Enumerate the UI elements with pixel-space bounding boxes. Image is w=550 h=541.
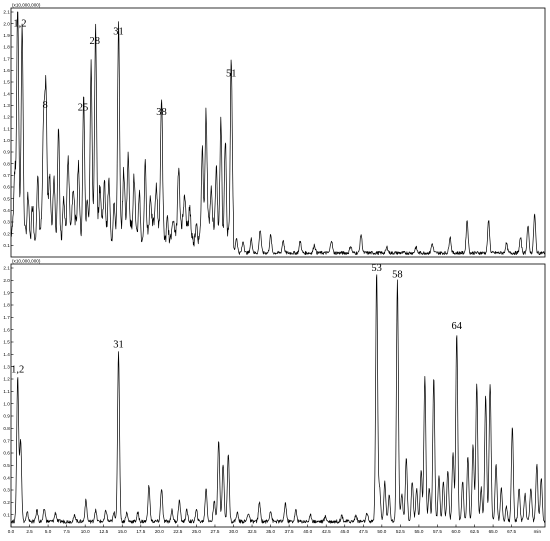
x-tick-label: 5.0 — [45, 529, 52, 534]
chromatogram-trace — [10, 11, 546, 256]
peak-label: 38 — [156, 107, 167, 118]
y-tick-label: 1.7 — [3, 56, 10, 61]
x-tick-label: 60.0 — [452, 529, 461, 534]
y-scale-label: (x10,000,000) — [12, 259, 41, 264]
x-tick-label: 67.5 — [507, 529, 516, 534]
y-tick-label: 0.1 — [3, 512, 10, 517]
y-tick-label: 1.5 — [3, 80, 10, 85]
y-tick-label: 1.3 — [3, 364, 10, 369]
x-tick-label: 37.5 — [285, 529, 294, 534]
y-tick-label: 0.6 — [3, 451, 10, 456]
y-tick-label: 0.8 — [3, 161, 10, 166]
y-tick-label: 0.1 — [3, 243, 10, 248]
y-tick-label: 1.3 — [3, 103, 10, 108]
y-tick-label: 1.9 — [3, 290, 10, 295]
y-tick-label: 1.8 — [3, 303, 10, 308]
x-tick-label: 42.5 — [322, 529, 331, 534]
x-tick-label: 52.5 — [396, 529, 405, 534]
y-tick-label: 0.2 — [3, 500, 10, 505]
peak-label: 8 — [42, 100, 47, 111]
x-tick-label: 27.5 — [210, 529, 219, 534]
y-tick-label: 0.6 — [3, 185, 10, 190]
peak-label: 1,2 — [13, 19, 26, 30]
y-tick-label: 0.3 — [3, 488, 10, 493]
x-tick-label: 65.0 — [489, 529, 498, 534]
y-tick-label: 2.1 — [3, 266, 10, 271]
x-axis-label: min — [534, 529, 542, 534]
y-tick-label: 1.0 — [3, 401, 10, 406]
y-tick-label: 2.1 — [3, 10, 10, 15]
peak-label: 31 — [113, 27, 124, 38]
peak-label: 51 — [226, 69, 237, 80]
y-tick-label: 0.9 — [3, 150, 10, 155]
x-tick-label: 12.5 — [99, 529, 108, 534]
y-tick-label: 2.0 — [3, 21, 10, 26]
y-tick-label: 0.5 — [3, 463, 10, 468]
peak-label: 28 — [90, 36, 101, 47]
chromatogram-bottom-panel: (x10,000,000) 0.1 0.2 0.3 0.4 0.5 0.6 0.7 0.8 0.9… — [3, 259, 546, 534]
y-tick-label: 0.4 — [3, 208, 10, 213]
y-tick-label: 1.2 — [3, 115, 10, 120]
y-tick-label: 1.8 — [3, 45, 10, 50]
peak-label: 58 — [392, 269, 403, 280]
peak-label: 25 — [78, 103, 89, 114]
y-tick-label: 0.9 — [3, 414, 10, 419]
x-tick-label: 0.0 — [8, 529, 15, 534]
y-tick-label: 1.9 — [3, 33, 10, 38]
y-tick-label: 1.1 — [3, 389, 10, 394]
y-tick-label: 1.0 — [3, 138, 10, 143]
peak-label: 31 — [113, 340, 124, 351]
y-tick-label: 2.0 — [3, 278, 10, 283]
peak-label: 1,2 — [11, 364, 24, 375]
x-tick-label: 17.5 — [136, 529, 145, 534]
x-tick-label: 25.0 — [192, 529, 201, 534]
x-tick-label: 2.5 — [26, 529, 33, 534]
x-tick-label: 35.0 — [266, 529, 275, 534]
y-tick-label: 0.7 — [3, 438, 10, 443]
peak-label: 64 — [451, 321, 462, 332]
x-tick-label: 55.0 — [414, 529, 423, 534]
y-tick-label: 0.5 — [3, 196, 10, 201]
y-tick-label: 0.7 — [3, 173, 10, 178]
x-tick-label: 32.5 — [248, 529, 257, 534]
plot-frame — [10, 7, 546, 258]
chromatogram-trace — [10, 274, 546, 524]
y-tick-label: 0.8 — [3, 426, 10, 431]
y-tick-label: 1.1 — [3, 126, 10, 131]
y-tick-label: 1.7 — [3, 315, 10, 320]
chromatogram-top-panel: (x10,000,000) 0.1 0.2 0.3 0.4 0.5 0.6 0.7 0.8 0.9… — [3, 3, 546, 258]
peak-label: 53 — [371, 263, 382, 274]
y-tick-label: 1.5 — [3, 340, 10, 345]
x-tick-label: 57.5 — [433, 529, 442, 534]
y-tick-label: 0.4 — [3, 475, 10, 480]
y-tick-label: 1.4 — [3, 91, 10, 96]
y-scale-label: (x10,000,000) — [12, 3, 41, 8]
x-tick-label: 22.5 — [173, 529, 182, 534]
y-tick-label: 1.2 — [3, 377, 10, 382]
x-tick-label: 30.0 — [229, 529, 238, 534]
y-tick-label: 1.4 — [3, 352, 10, 357]
x-tick-label: 62.5 — [470, 529, 479, 534]
y-tick-label: 0.2 — [3, 231, 10, 236]
y-tick-label: 1.6 — [3, 68, 10, 73]
x-tick-label: 20.0 — [155, 529, 164, 534]
x-tick-label: 40.0 — [303, 529, 312, 534]
plot-frame — [10, 263, 546, 528]
x-tick-label: 15.0 — [118, 529, 127, 534]
x-tick-label: 50.0 — [377, 529, 386, 534]
y-tick-label: 1.6 — [3, 327, 10, 332]
x-tick-label: 7.5 — [63, 529, 70, 534]
x-tick-label: 47.5 — [359, 529, 368, 534]
y-tick-label: 0.3 — [3, 220, 10, 225]
x-tick-label: 10.0 — [81, 529, 90, 534]
x-tick-label: 45.0 — [340, 529, 349, 534]
